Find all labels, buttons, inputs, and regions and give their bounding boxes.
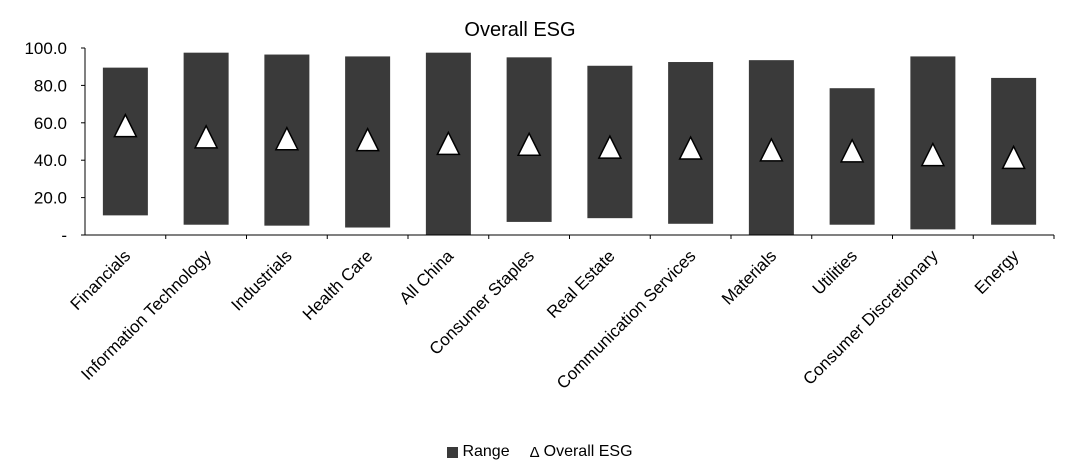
esg-marker bbox=[759, 137, 784, 162]
legend-swatch-square-icon bbox=[447, 446, 459, 458]
y-tick-label: 100.0 bbox=[24, 39, 67, 58]
y-tick-label: - bbox=[61, 226, 67, 245]
legend-triangle-icon: Δ bbox=[529, 443, 540, 461]
esg-marker bbox=[516, 131, 542, 157]
y-tick-label: 60.0 bbox=[34, 114, 67, 133]
chart-canvas: Overall ESG - 20.0 40.0 60.0 80.0 100.0 Finan… bbox=[24, 19, 1055, 393]
chart-title: Overall ESG bbox=[464, 19, 575, 41]
x-category-label: Industrials bbox=[227, 246, 295, 314]
y-tick-label: 80.0 bbox=[34, 76, 67, 95]
x-category-label: All China bbox=[396, 246, 458, 308]
esg-marker bbox=[839, 138, 865, 163]
x-category-label: Communication Services bbox=[553, 246, 699, 392]
legend-label-range: Range bbox=[462, 443, 510, 460]
axes bbox=[81, 47, 1055, 239]
x-category-label: Consumer Discretionary bbox=[799, 246, 942, 389]
esg-marker bbox=[113, 112, 138, 138]
x-category-label: Materials bbox=[718, 246, 780, 308]
esg-marker bbox=[355, 126, 380, 152]
esg-marker bbox=[193, 124, 219, 149]
range-bar bbox=[102, 67, 148, 216]
x-category-label: Real Estate bbox=[543, 246, 619, 322]
legend-item-range: Range bbox=[447, 443, 510, 461]
x-category-label: Utilities bbox=[809, 246, 861, 298]
x-category-label: Information Technology bbox=[77, 246, 215, 384]
esg-marker bbox=[274, 126, 300, 151]
esg-marker bbox=[1001, 144, 1026, 170]
esg-marker bbox=[597, 134, 623, 159]
legend-item-overall-esg: Δ Overall ESG bbox=[530, 443, 633, 461]
esg-marker bbox=[436, 130, 461, 156]
esg-marker bbox=[920, 141, 946, 167]
x-category-label: Energy bbox=[971, 246, 1023, 298]
y-tick-label: 40.0 bbox=[34, 151, 67, 170]
x-category-label: Financials bbox=[67, 246, 135, 314]
range-bars bbox=[102, 52, 1037, 235]
legend: Range Δ Overall ESG bbox=[0, 443, 1080, 461]
esg-markers bbox=[113, 112, 1026, 170]
esg-marker bbox=[678, 135, 703, 160]
x-category-label: Health Care bbox=[299, 246, 377, 324]
y-tick-labels: - 20.0 40.0 60.0 80.0 100.0 bbox=[24, 39, 67, 245]
legend-label-overall-esg: Overall ESG bbox=[543, 443, 633, 460]
y-tick-label: 20.0 bbox=[34, 189, 67, 208]
